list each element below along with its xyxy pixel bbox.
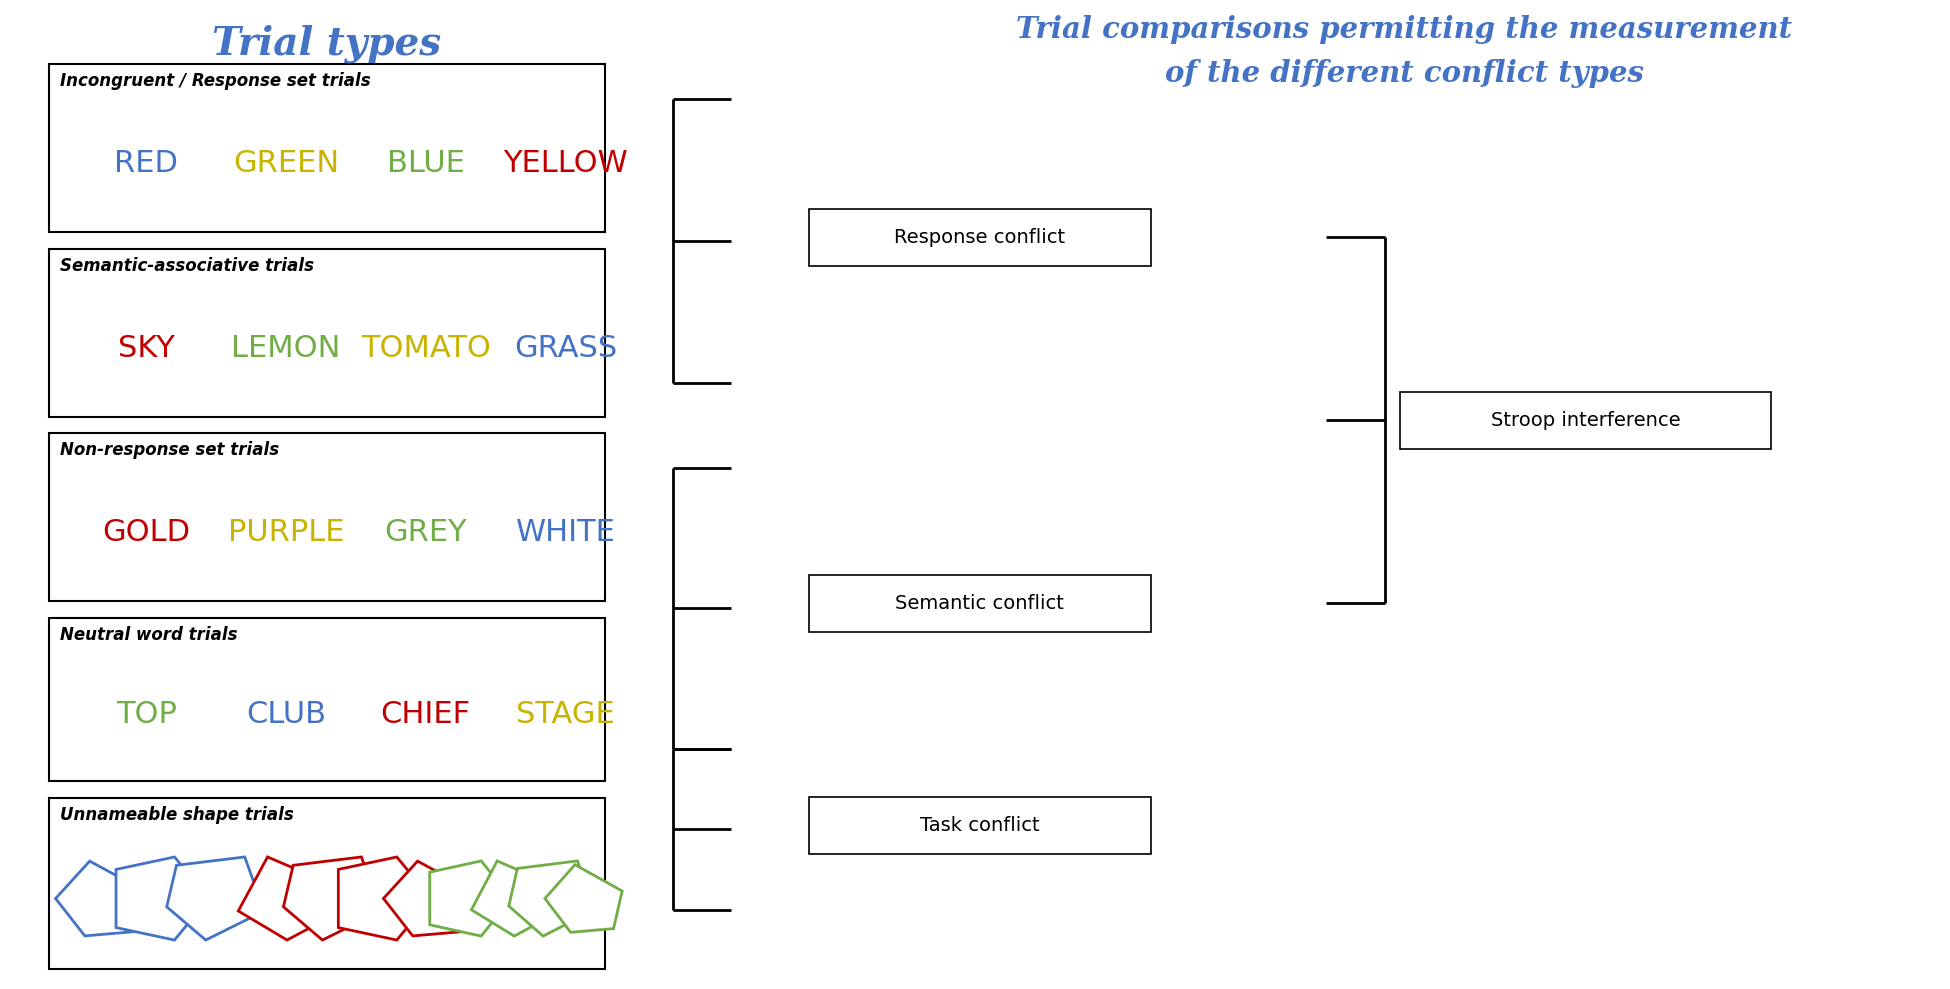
FancyBboxPatch shape [49,249,604,417]
Text: Trial comparisons permitting the measurement: Trial comparisons permitting the measure… [1016,15,1792,44]
Text: WHITE: WHITE [515,517,616,547]
FancyBboxPatch shape [49,798,604,969]
Polygon shape [429,860,511,936]
Polygon shape [472,860,548,936]
FancyBboxPatch shape [49,433,604,601]
FancyBboxPatch shape [49,64,604,232]
Text: RED: RED [115,148,177,178]
Polygon shape [238,856,326,940]
Text: Stroop interference: Stroop interference [1490,410,1681,430]
Polygon shape [283,856,380,940]
Text: SKY: SKY [117,333,176,363]
Polygon shape [339,856,431,940]
FancyBboxPatch shape [49,618,604,781]
FancyBboxPatch shape [1400,392,1771,449]
FancyBboxPatch shape [809,209,1150,266]
Text: TOP: TOP [115,700,177,729]
Text: Trial types: Trial types [213,25,441,63]
Text: STAGE: STAGE [517,700,614,729]
Text: Task conflict: Task conflict [920,816,1039,836]
Text: Neutral word trials: Neutral word trials [60,626,238,644]
Text: CHIEF: CHIEF [380,700,470,729]
Text: BLUE: BLUE [386,148,464,178]
FancyBboxPatch shape [809,797,1150,854]
Text: Non-response set trials: Non-response set trials [60,441,279,459]
Text: TOMATO: TOMATO [361,333,491,363]
Text: Semantic-associative trials: Semantic-associative trials [60,257,314,275]
Polygon shape [166,856,263,940]
Text: GRASS: GRASS [515,333,616,363]
Text: GOLD: GOLD [101,517,191,547]
Text: of the different conflict types: of the different conflict types [1164,59,1644,88]
Polygon shape [544,864,622,933]
Polygon shape [55,861,144,936]
Text: YELLOW: YELLOW [503,148,628,178]
Polygon shape [384,861,472,936]
Polygon shape [509,860,595,936]
Text: PURPLE: PURPLE [228,517,345,547]
Text: Response conflict: Response conflict [895,227,1065,247]
Text: GREY: GREY [384,517,468,547]
Polygon shape [115,856,209,940]
Text: Incongruent / Response set trials: Incongruent / Response set trials [60,72,370,90]
Text: GREEN: GREEN [232,148,339,178]
FancyBboxPatch shape [809,575,1150,632]
Text: LEMON: LEMON [232,333,341,363]
Text: Semantic conflict: Semantic conflict [895,593,1065,613]
Text: CLUB: CLUB [246,700,326,729]
Text: Unnameable shape trials: Unnameable shape trials [60,806,294,824]
